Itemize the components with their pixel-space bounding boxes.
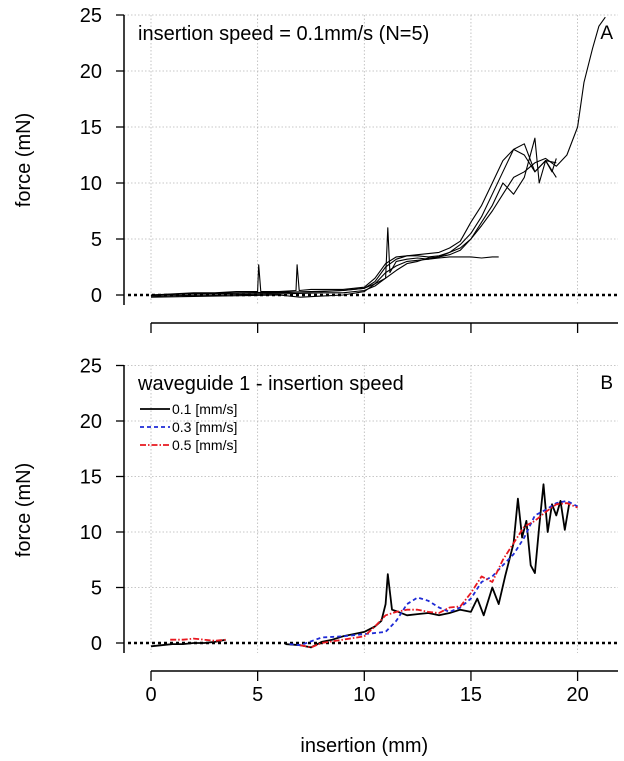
y-tick-label: 5: [91, 578, 102, 600]
y-tick-label: 20: [80, 411, 102, 433]
y-tick-label: 0: [91, 633, 102, 655]
x-axis-label: insertion (mm): [300, 735, 428, 757]
legend-label: 0.5 [mm/s]: [172, 437, 237, 453]
x-tick-label: 0: [145, 684, 156, 706]
series-line: [170, 637, 226, 642]
y-tick-label: 10: [80, 173, 102, 195]
series-line: [150, 638, 226, 648]
series-line: [150, 143, 557, 296]
y-axis-label: force (mN): [13, 463, 35, 557]
y-tick-label: 10: [80, 522, 102, 544]
x-tick-label: 20: [566, 684, 588, 706]
panel-title: waveguide 1 - insertion speed: [137, 373, 404, 395]
panel-a: 0 5 10 15 20 25 force (mN) insertion speed = 0.…: [13, 5, 618, 333]
panel-b: 0 5 10 15 20 25 force (mN) 0 5 10 15 20 insertion (m…: [13, 356, 618, 757]
series-line: [150, 148, 557, 296]
series-line: [289, 499, 579, 647]
y-tick-label: 25: [80, 5, 102, 27]
legend-label: 0.1 [mm/s]: [172, 401, 237, 417]
x-tick-label: 5: [252, 684, 263, 706]
series-line: [285, 483, 570, 649]
y-tick-label: 0: [91, 285, 102, 307]
x-tick-label: 10: [353, 684, 375, 706]
y-tick-label: 15: [80, 467, 102, 489]
series-line: [150, 256, 499, 298]
y-tick-label: 15: [80, 117, 102, 139]
legend-label: 0.3 [mm/s]: [172, 419, 237, 435]
panel-letter: A: [600, 23, 613, 44]
y-tick-label: 20: [80, 61, 102, 83]
x-tick-label: 15: [460, 684, 482, 706]
y-tick-label: 5: [91, 229, 102, 251]
y-tick-label: 25: [80, 356, 102, 378]
series-line: [150, 137, 557, 297]
y-axis-label: force (mN): [13, 113, 35, 207]
series-line: [300, 502, 578, 649]
panel-letter: B: [600, 373, 613, 394]
panel-title: insertion speed = 0.1mm/s (N=5): [138, 23, 429, 45]
